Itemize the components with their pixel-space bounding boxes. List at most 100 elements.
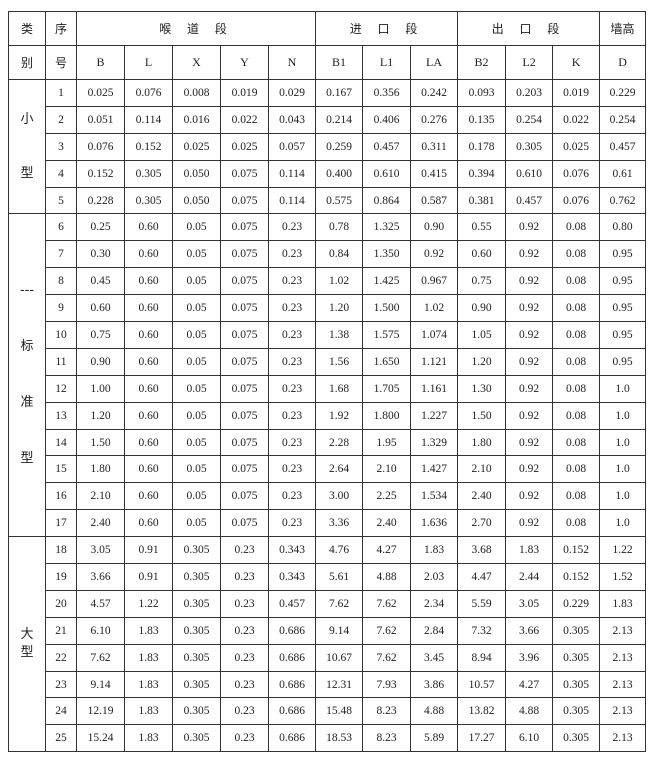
value-cell-l1: 0.610 bbox=[362, 159, 412, 188]
value-cell-b2: 5.59 bbox=[457, 589, 507, 618]
value-cell-l: 0.305 bbox=[124, 159, 173, 188]
category-label-char: 型 bbox=[20, 165, 34, 181]
value-cell-l: 0.60 bbox=[124, 509, 173, 538]
value-cell-b1: 0.167 bbox=[315, 79, 364, 107]
value-cell-l1: 1.425 bbox=[362, 267, 412, 296]
value-cell-la: 1.427 bbox=[410, 455, 459, 484]
value-cell-x: 0.025 bbox=[172, 132, 221, 161]
value-cell-b2: 10.57 bbox=[457, 670, 507, 699]
value-cell-la: 1.02 bbox=[410, 294, 459, 323]
value-cell-k: 0.305 bbox=[552, 697, 601, 726]
row-index-cell: 21 bbox=[45, 616, 77, 645]
value-cell-d: 1.0 bbox=[599, 482, 647, 511]
value-cell-x: 0.305 bbox=[172, 670, 221, 699]
value-cell-n: 0.686 bbox=[267, 670, 317, 699]
row-index-cell: 10 bbox=[45, 321, 77, 349]
column-header-n: N bbox=[267, 45, 317, 80]
value-cell-l2: 0.92 bbox=[505, 455, 554, 484]
value-cell-b: 12.19 bbox=[76, 697, 125, 726]
value-cell-b1: 15.48 bbox=[315, 697, 364, 726]
wall-height-header: 墙高 bbox=[599, 11, 647, 46]
value-cell-la: 0.242 bbox=[410, 79, 459, 107]
value-cell-k: 0.025 bbox=[552, 132, 601, 161]
row-index-cell: 8 bbox=[45, 267, 77, 296]
table-row: --- 标准型 6 0.25 0.60 0.05 0.075 0.23 0.78 1.325 0.9… bbox=[8, 213, 647, 538]
value-cell-x: 0.05 bbox=[172, 267, 221, 296]
value-cell-x: 0.05 bbox=[172, 294, 221, 323]
value-cell-d: 0.457 bbox=[599, 132, 647, 161]
value-cell-l2: 6.10 bbox=[505, 724, 554, 753]
value-cell-b1: 12.31 bbox=[315, 670, 364, 699]
value-cell-l2: 0.92 bbox=[505, 509, 554, 538]
value-cell-y: 0.075 bbox=[220, 455, 269, 484]
value-cell-d: 1.0 bbox=[599, 455, 647, 484]
value-cell-x: 0.05 bbox=[172, 321, 221, 349]
category-label-char: 大 bbox=[20, 627, 34, 643]
value-cell-la: 1.636 bbox=[410, 509, 459, 538]
category-header-top: 类 bbox=[8, 11, 46, 46]
value-cell-y: 0.075 bbox=[220, 186, 269, 215]
value-cell-l2: 0.92 bbox=[505, 374, 554, 403]
value-cell-d: 0.61 bbox=[599, 159, 647, 188]
row-index-cell: 7 bbox=[45, 240, 77, 269]
column-header-x: X bbox=[172, 45, 221, 80]
value-cell-k: 0.229 bbox=[552, 589, 601, 618]
value-cell-n: 0.457 bbox=[267, 589, 317, 618]
value-cell-la: 0.415 bbox=[410, 159, 459, 188]
index-header-top: 序 bbox=[45, 11, 77, 46]
value-cell-l2: 0.92 bbox=[505, 294, 554, 323]
value-cell-l1: 8.23 bbox=[362, 697, 412, 726]
value-cell-y: 0.075 bbox=[220, 347, 269, 376]
value-cell-b1: 0.400 bbox=[315, 159, 364, 188]
value-cell-l2: 3.96 bbox=[505, 643, 554, 672]
row-index-cell: 3 bbox=[45, 132, 77, 161]
value-cell-l: 0.076 bbox=[124, 79, 173, 107]
value-cell-la: 1.121 bbox=[410, 347, 459, 376]
value-cell-la: 3.45 bbox=[410, 643, 459, 672]
value-cell-k: 0.08 bbox=[552, 321, 601, 349]
value-cell-x: 0.305 bbox=[172, 616, 221, 645]
value-cell-b1: 1.20 bbox=[315, 294, 364, 323]
value-cell-n: 0.043 bbox=[267, 105, 317, 134]
value-cell-b1: 5.61 bbox=[315, 563, 364, 591]
value-cell-y: 0.23 bbox=[220, 670, 269, 699]
value-cell-b: 0.025 bbox=[76, 79, 125, 107]
value-cell-b: 0.152 bbox=[76, 159, 125, 188]
value-cell-l1: 1.705 bbox=[362, 374, 412, 403]
value-cell-la: 0.92 bbox=[410, 240, 459, 269]
value-cell-b: 9.14 bbox=[76, 670, 125, 699]
value-cell-d: 0.95 bbox=[599, 267, 647, 296]
value-cell-l1: 0.406 bbox=[362, 105, 412, 134]
category-label-char: 小 bbox=[20, 111, 34, 127]
value-cell-l: 1.83 bbox=[124, 724, 173, 753]
value-cell-y: 0.075 bbox=[220, 374, 269, 403]
table-row: 大型 18 3.05 0.91 0.305 0.23 0.343 4.76 4.27 1.83 3.… bbox=[8, 536, 647, 753]
value-cell-l1: 1.500 bbox=[362, 294, 412, 323]
value-cell-d: 2.13 bbox=[599, 670, 647, 699]
category-label-char: 标 bbox=[20, 339, 34, 355]
value-cell-l: 0.60 bbox=[124, 267, 173, 296]
value-cell-n: 0.343 bbox=[267, 563, 317, 591]
value-cell-y: 0.23 bbox=[220, 697, 269, 726]
row-index-cell: 23 bbox=[45, 670, 77, 699]
table-row: 8 0.45 0.60 0.05 0.075 0.23 1.02 1.425 0.967 0.75… bbox=[9, 267, 647, 296]
table-row: 15 1.80 0.60 0.05 0.075 0.23 2.64 2.10 1.427 2.10… bbox=[9, 455, 647, 484]
value-cell-la: 4.88 bbox=[410, 697, 459, 726]
value-cell-n: 0.23 bbox=[267, 240, 317, 269]
row-index-cell: 2 bbox=[45, 105, 77, 134]
value-cell-l1: 8.23 bbox=[362, 724, 412, 753]
value-cell-l2: 0.92 bbox=[505, 428, 554, 457]
value-cell-l2: 0.305 bbox=[505, 132, 554, 161]
value-cell-k: 0.08 bbox=[552, 509, 601, 538]
value-cell-b: 0.90 bbox=[76, 347, 125, 376]
value-cell-d: 0.80 bbox=[599, 213, 647, 242]
row-index-cell: 9 bbox=[45, 294, 77, 323]
row-index-cell: 4 bbox=[45, 159, 77, 188]
value-cell-l2: 3.05 bbox=[505, 589, 554, 618]
value-cell-n: 0.23 bbox=[267, 347, 317, 376]
value-cell-b2: 0.394 bbox=[457, 159, 507, 188]
value-cell-l2: 1.83 bbox=[505, 536, 554, 565]
outlet-section-header: 出 口 段 bbox=[457, 11, 601, 46]
row-index-cell: 6 bbox=[45, 213, 77, 242]
value-cell-l2: 0.254 bbox=[505, 105, 554, 134]
